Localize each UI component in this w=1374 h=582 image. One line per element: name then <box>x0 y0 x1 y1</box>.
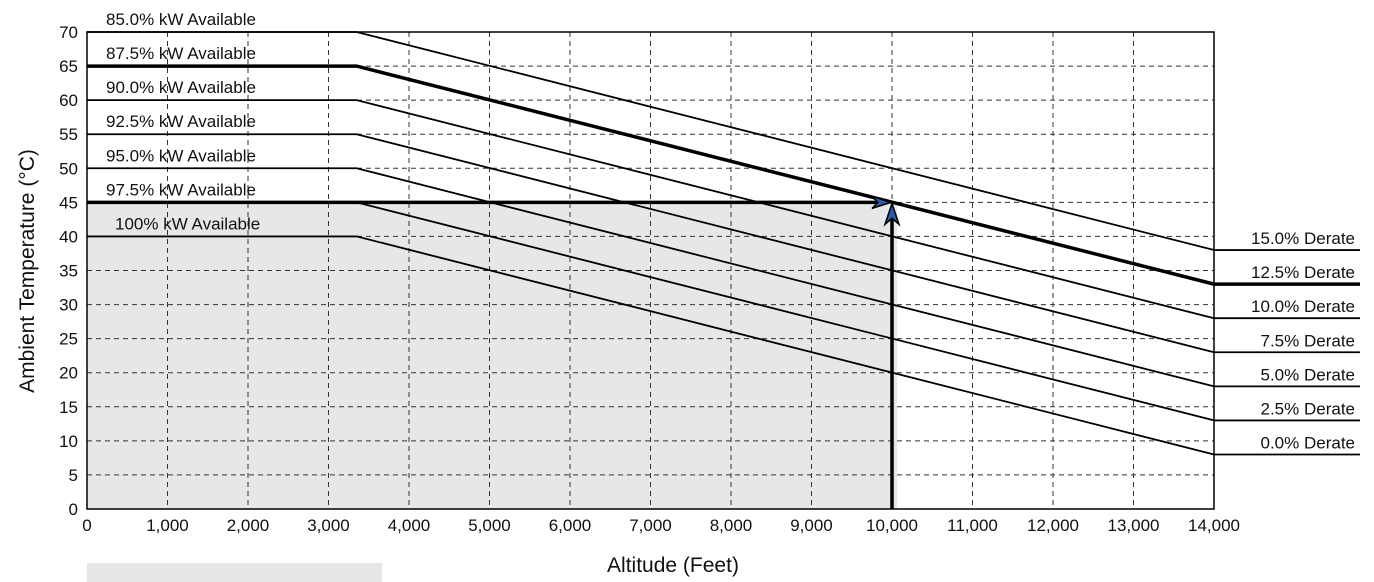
x-tick-label: 10,000 <box>866 516 918 535</box>
y-tick-label: 15 <box>59 398 78 417</box>
y-tick-label: 65 <box>59 57 78 76</box>
series-label-derate: 10.0% Derate <box>1251 297 1355 316</box>
x-tick-label: 2,000 <box>227 516 270 535</box>
x-tick-label: 14,000 <box>1188 516 1240 535</box>
x-tick-label: 0 <box>82 516 91 535</box>
shaded-region <box>87 202 897 509</box>
y-tick-label: 20 <box>59 364 78 383</box>
y-axis-title: Ambient Temperature (°C) <box>16 149 39 393</box>
y-tick-label: 10 <box>59 432 78 451</box>
y-tick-label: 0 <box>69 500 78 519</box>
x-tick-label: 7,000 <box>629 516 672 535</box>
series-label-derate: 2.5% Derate <box>1261 399 1356 418</box>
series-label-available: 97.5% kW Available <box>106 180 256 199</box>
series-label-available: 90.0% kW Available <box>106 78 256 97</box>
series-line <box>87 64 1215 286</box>
series-line <box>87 167 1215 388</box>
series-label-available: 92.5% kW Available <box>106 112 256 131</box>
x-tick-label: 5,000 <box>468 516 511 535</box>
plot-frame <box>86 31 1215 510</box>
x-tick-label: 3,000 <box>307 516 350 535</box>
series-label-available: 85.0% kW Available <box>106 10 256 29</box>
example-arrow-right <box>871 195 894 210</box>
x-tick-label: 6,000 <box>549 516 592 535</box>
x-tick-label: 12,000 <box>1027 516 1079 535</box>
series-label-derate: 7.5% Derate <box>1261 331 1356 350</box>
y-tick-label: 40 <box>59 227 78 246</box>
y-tick-label: 30 <box>59 296 78 315</box>
legend-swatch <box>87 563 382 582</box>
y-tick-label: 70 <box>59 23 78 42</box>
series-line <box>87 31 1215 251</box>
y-tick-label: 25 <box>59 330 78 349</box>
series-line <box>87 133 1215 354</box>
example-arrow-up <box>883 200 901 227</box>
x-tick-label: 13,000 <box>1108 516 1160 535</box>
x-axis-title: Altitude (Feet) <box>607 554 739 577</box>
y-tick-label: 5 <box>69 466 78 485</box>
y-tick-label: 35 <box>59 262 78 281</box>
series-label-derate: 5.0% Derate <box>1261 365 1356 384</box>
y-tick-label: 55 <box>59 125 78 144</box>
series-label-derate: 15.0% Derate <box>1251 229 1355 248</box>
y-tick-label: 50 <box>59 159 78 178</box>
x-tick-label: 4,000 <box>388 516 431 535</box>
series-line <box>87 99 1215 320</box>
series-label-derate: 0.0% Derate <box>1261 433 1356 452</box>
series-label-derate: 12.5% Derate <box>1251 263 1355 282</box>
x-tick-label: 1,000 <box>146 516 189 535</box>
series-line <box>87 235 1215 456</box>
x-tick-label: 8,000 <box>710 516 753 535</box>
y-tick-label: 45 <box>59 193 78 212</box>
series-label-available: 87.5% kW Available <box>106 44 256 63</box>
y-tick-label: 60 <box>59 91 78 110</box>
x-tick-label: 11,000 <box>947 516 998 535</box>
series-label-available: 95.0% kW Available <box>106 146 256 165</box>
series-label-available: 100% kW Available <box>115 214 260 233</box>
x-tick-label: 9,000 <box>790 516 833 535</box>
